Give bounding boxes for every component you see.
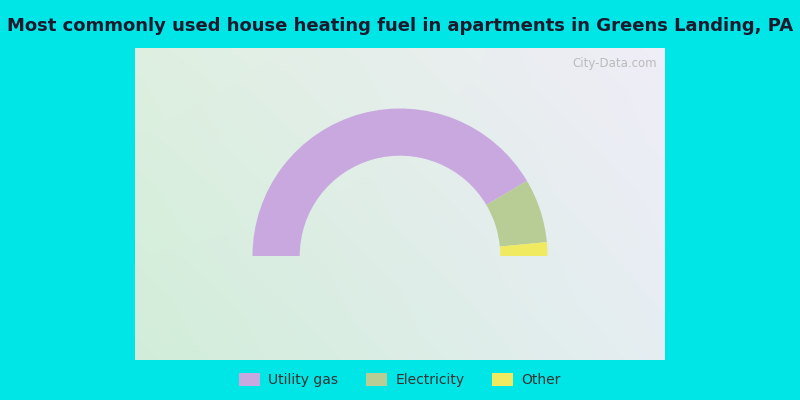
Legend: Utility gas, Electricity, Other: Utility gas, Electricity, Other — [234, 367, 566, 393]
Text: Most commonly used house heating fuel in apartments in Greens Landing, PA: Most commonly used house heating fuel in… — [7, 17, 793, 35]
Text: City-Data.com: City-Data.com — [572, 57, 657, 70]
Wedge shape — [253, 108, 527, 256]
Wedge shape — [500, 242, 547, 256]
Wedge shape — [486, 181, 547, 246]
